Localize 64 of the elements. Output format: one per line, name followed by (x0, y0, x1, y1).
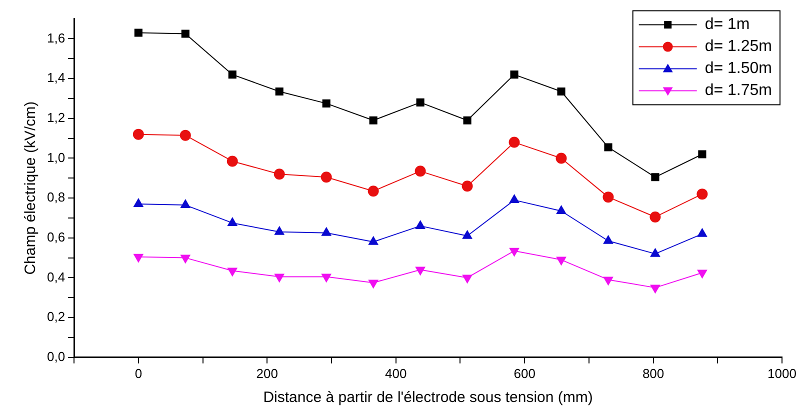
point (604, 143, 612, 152)
point (556, 256, 566, 266)
point (369, 116, 378, 124)
point (180, 130, 191, 141)
point (602, 192, 614, 203)
point (650, 211, 661, 222)
point (274, 168, 285, 180)
point (508, 136, 520, 148)
point (226, 156, 238, 167)
point (368, 186, 379, 197)
x-tick-label: 600 (514, 366, 536, 381)
point (510, 70, 518, 79)
x-tick-label: 0 (134, 366, 142, 381)
point (322, 274, 332, 282)
point (416, 98, 424, 106)
x-tick-label: 1000 (768, 366, 796, 381)
point (228, 268, 238, 276)
y-tick-label: 1,0 (46, 150, 66, 165)
point (463, 116, 472, 124)
point (556, 152, 567, 164)
y-tick-label: 1,2 (46, 110, 66, 125)
y-tick-label: 0,8 (46, 190, 66, 205)
point (132, 128, 144, 140)
point (181, 30, 190, 38)
point (509, 194, 520, 204)
point (228, 70, 236, 79)
point (462, 274, 472, 284)
y-axis-title: Champ électrique (kV/cm) (22, 101, 40, 275)
point (698, 150, 706, 158)
point (462, 180, 473, 192)
point (134, 198, 144, 208)
point (696, 188, 708, 200)
point (275, 87, 284, 96)
point (650, 284, 660, 294)
y-tick-label: 1,4 (46, 70, 66, 86)
point (651, 173, 660, 182)
point (603, 276, 614, 286)
legend-label: d= 1.25m (704, 38, 772, 56)
x-tick-label: 800 (642, 366, 664, 381)
point (368, 280, 378, 288)
legend-label: d= 1.75m (704, 82, 772, 100)
x-tick-label: 200 (256, 366, 278, 381)
x-tick-label: 400 (385, 366, 407, 381)
point (134, 28, 142, 37)
point (134, 254, 144, 262)
point (274, 274, 284, 282)
point (697, 270, 708, 278)
x-axis-title: Distance à partir de l'électrode sous tension (mm) (263, 389, 593, 406)
y-tick-label: 0,6 (46, 229, 66, 244)
y-tick-label: 0,0 (46, 348, 66, 364)
y-tick-label: 0,2 (46, 309, 66, 324)
legend-label: d= 1m (704, 16, 750, 34)
point (509, 248, 520, 256)
point (180, 200, 190, 208)
y-tick-label: 0,4 (46, 269, 66, 284)
point (414, 166, 426, 177)
point (322, 99, 330, 108)
point (557, 87, 566, 96)
point (180, 254, 190, 264)
point (320, 172, 332, 183)
legend-label: d= 1.50m (704, 60, 772, 78)
point (556, 206, 566, 214)
point (415, 266, 426, 276)
y-tick-label: 1,6 (46, 30, 66, 46)
